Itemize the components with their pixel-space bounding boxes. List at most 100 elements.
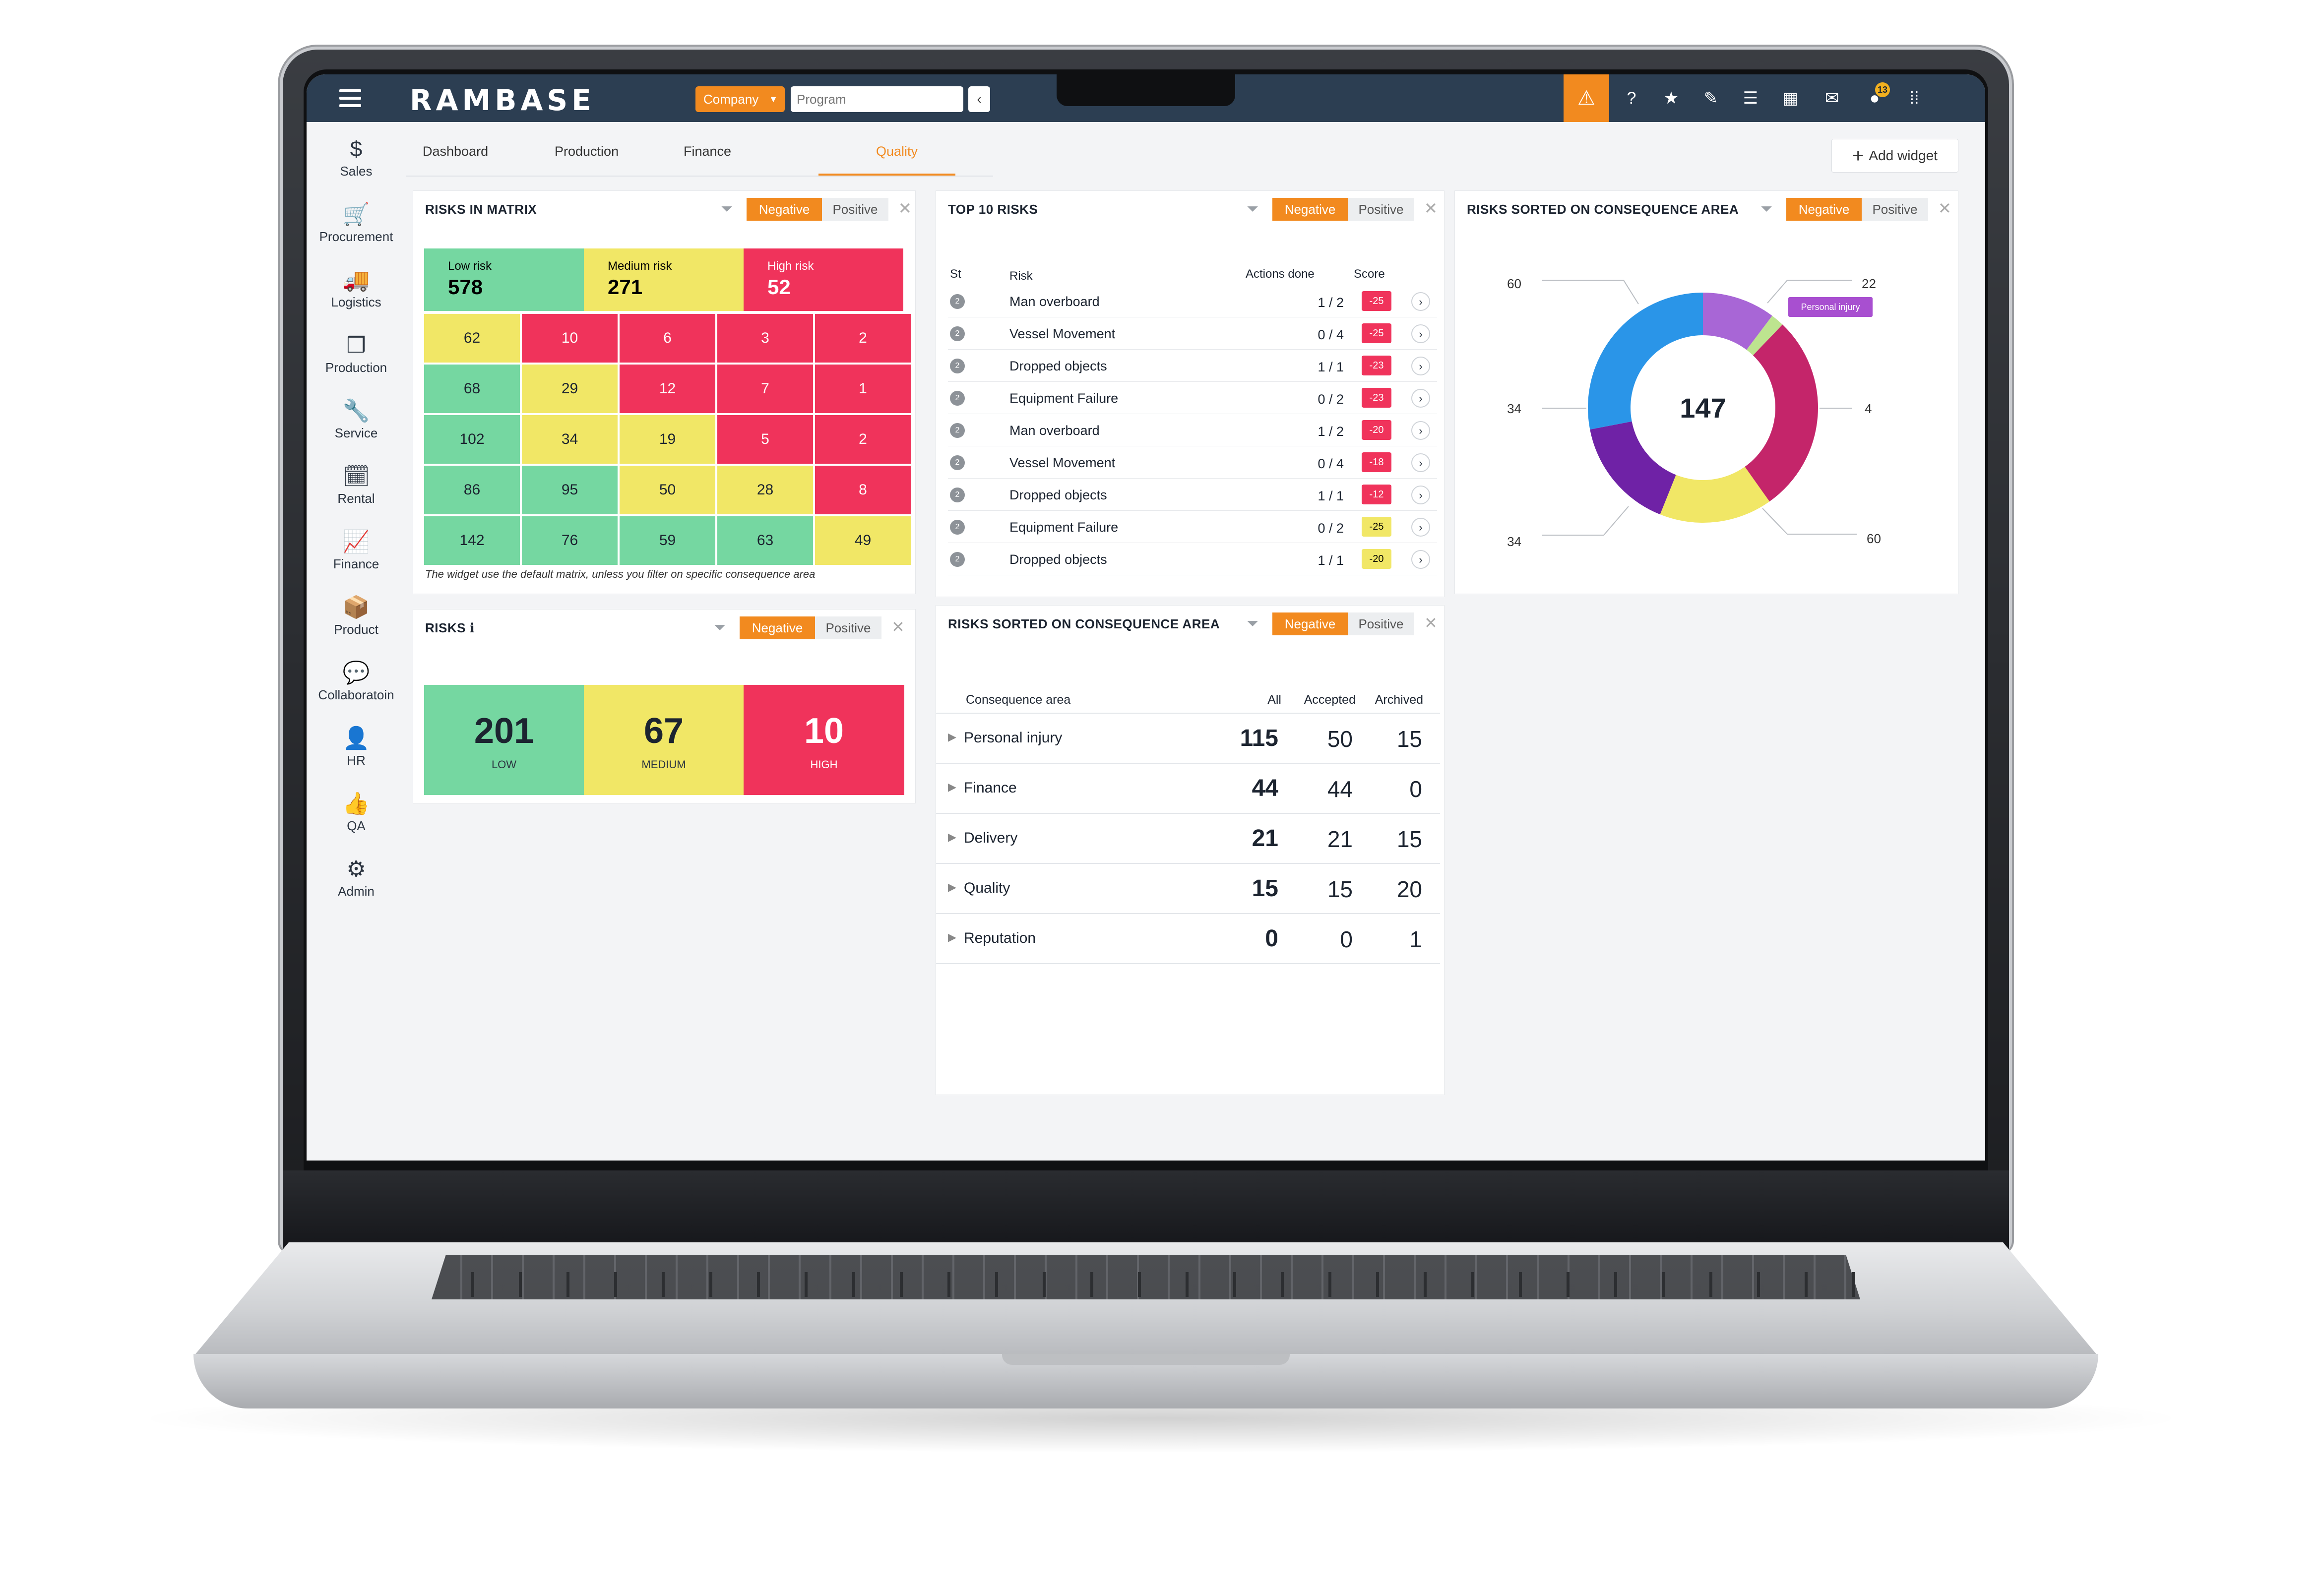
- table-row[interactable]: 2 Equipment Failure 0 / 2 -25 ›: [948, 511, 1437, 543]
- tab-dashboard[interactable]: Dashboard: [423, 144, 489, 159]
- matrix-cell[interactable]: 2: [815, 314, 911, 363]
- matrix-cell[interactable]: 142: [424, 516, 520, 565]
- donut-slice[interactable]: [1588, 293, 1703, 430]
- donut-slice[interactable]: [1746, 315, 1783, 356]
- program-input[interactable]: [791, 86, 963, 112]
- sidebar-item-qa[interactable]: 👍 QA: [307, 792, 406, 834]
- positive-toggle[interactable]: Positive: [1348, 198, 1414, 221]
- sidebar-item-logistics[interactable]: 🚚 Logistics: [307, 268, 406, 310]
- matrix-cell[interactable]: 2: [815, 415, 911, 464]
- chevron-right-icon[interactable]: ›: [1411, 518, 1430, 537]
- matrix-cell[interactable]: 10: [522, 314, 618, 363]
- chevron-right-icon[interactable]: ›: [1411, 486, 1430, 504]
- matrix-cell[interactable]: 29: [522, 365, 618, 413]
- table-row[interactable]: 2 Equipment Failure 0 / 2 -23 ›: [948, 382, 1437, 414]
- collapse-button[interactable]: ‹: [968, 86, 990, 112]
- close-icon[interactable]: ✕: [1424, 199, 1438, 217]
- filter-icon[interactable]: ⏷: [1247, 201, 1258, 217]
- table-row[interactable]: 2 Man overboard 1 / 2 -20 ›: [948, 414, 1437, 446]
- filter-icon[interactable]: ⏷: [1760, 201, 1772, 217]
- star-icon[interactable]: ★: [1663, 89, 1679, 108]
- table-row[interactable]: ▶ Personal injury 115 50 15: [936, 713, 1440, 763]
- calendar-icon[interactable]: ▦: [1782, 89, 1799, 108]
- list-icon[interactable]: ☰: [1743, 89, 1759, 108]
- donut-slice[interactable]: [1745, 324, 1818, 502]
- chevron-right-icon[interactable]: ›: [1411, 357, 1430, 375]
- tab-quality[interactable]: Quality: [876, 144, 918, 159]
- apps-grid-icon[interactable]: ⁞⁞: [1909, 89, 1919, 108]
- matrix-cell[interactable]: 49: [815, 516, 911, 565]
- table-row[interactable]: 2 Man overboard 1 / 2 -25 ›: [948, 285, 1437, 317]
- sidebar-item-hr[interactable]: 👤 HR: [307, 726, 406, 768]
- sidebar-item-service[interactable]: 🔧 Service: [307, 399, 406, 441]
- negative-toggle[interactable]: Negative: [1272, 198, 1348, 221]
- positive-toggle[interactable]: Positive: [1862, 198, 1928, 221]
- chevron-right-icon[interactable]: ›: [1411, 389, 1430, 408]
- mail-icon[interactable]: ✉: [1824, 89, 1839, 108]
- expand-arrow-icon[interactable]: ▶: [948, 881, 956, 893]
- matrix-cell[interactable]: 3: [717, 314, 813, 363]
- matrix-cell[interactable]: 102: [424, 415, 520, 464]
- sidebar-item-finance[interactable]: 📈 Finance: [307, 530, 406, 572]
- consequence-donut-chart[interactable]: 22 4 60 34 34 60 147: [1455, 191, 1958, 594]
- chevron-right-icon[interactable]: ›: [1411, 550, 1430, 569]
- sidebar-item-product[interactable]: 📦 Product: [307, 595, 406, 637]
- matrix-cell[interactable]: 12: [620, 365, 715, 413]
- risk-summary-low[interactable]: 201 LOW: [424, 685, 584, 795]
- filter-icon[interactable]: ⏷: [1247, 615, 1258, 632]
- tab-finance[interactable]: Finance: [684, 144, 732, 159]
- matrix-cell[interactable]: 8: [815, 466, 911, 514]
- matrix-cell[interactable]: 6: [620, 314, 715, 363]
- donut-slice[interactable]: [1703, 293, 1772, 350]
- matrix-cell[interactable]: 7: [717, 365, 813, 413]
- matrix-cell[interactable]: 62: [424, 314, 520, 363]
- info-icon[interactable]: ℹ: [469, 620, 475, 635]
- chevron-right-icon[interactable]: ›: [1411, 324, 1430, 343]
- close-icon[interactable]: ✕: [1424, 614, 1438, 632]
- user-icon[interactable]: ●: [1869, 89, 1880, 108]
- table-row[interactable]: ▶ Finance 44 44 0: [936, 763, 1440, 813]
- close-icon[interactable]: ✕: [1938, 199, 1951, 217]
- tab-production[interactable]: Production: [555, 144, 619, 159]
- matrix-cell[interactable]: 68: [424, 365, 520, 413]
- table-row[interactable]: 2 Dropped objects 1 / 1 -20 ›: [948, 543, 1437, 575]
- expand-arrow-icon[interactable]: ▶: [948, 781, 956, 793]
- filter-icon[interactable]: ⏷: [721, 201, 733, 217]
- sidebar-item-sales[interactable]: $ Sales: [307, 137, 406, 179]
- matrix-cell[interactable]: 28: [717, 466, 813, 514]
- table-row[interactable]: 2 Vessel Movement 0 / 4 -18 ›: [948, 446, 1437, 479]
- help-icon[interactable]: ?: [1627, 89, 1636, 108]
- negative-toggle[interactable]: Negative: [747, 198, 822, 221]
- negative-toggle[interactable]: Negative: [1786, 198, 1862, 221]
- matrix-cell[interactable]: 5: [717, 415, 813, 464]
- table-row[interactable]: 2 Dropped objects 1 / 1 -12 ›: [948, 479, 1437, 511]
- positive-toggle[interactable]: Positive: [1348, 612, 1414, 635]
- risk-summary-medium[interactable]: 67 MEDIUM: [584, 685, 744, 795]
- donut-slice[interactable]: [1590, 421, 1676, 515]
- positive-toggle[interactable]: Positive: [815, 616, 881, 639]
- chevron-right-icon[interactable]: ›: [1411, 292, 1430, 311]
- matrix-cell[interactable]: 95: [522, 466, 618, 514]
- sidebar-item-rental[interactable]: 🗓 Rental: [307, 464, 406, 506]
- sidebar-item-production[interactable]: ❒ Production: [307, 333, 406, 375]
- matrix-cell[interactable]: 76: [522, 516, 618, 565]
- table-row[interactable]: ▶ Delivery 21 21 15: [936, 813, 1440, 863]
- matrix-cell[interactable]: 86: [424, 466, 520, 514]
- table-row[interactable]: 2 Dropped objects 1 / 1 -23 ›: [948, 350, 1437, 382]
- matrix-cell[interactable]: 59: [620, 516, 715, 565]
- add-widget-button[interactable]: + Add widget: [1831, 139, 1958, 173]
- matrix-cell[interactable]: 63: [717, 516, 813, 565]
- table-row[interactable]: ▶ Quality 15 15 20: [936, 863, 1440, 914]
- company-select[interactable]: Company ▼: [695, 86, 785, 112]
- warning-icon[interactable]: ⚠: [1564, 74, 1609, 122]
- expand-arrow-icon[interactable]: ▶: [948, 731, 956, 743]
- donut-slice[interactable]: [1660, 467, 1770, 523]
- close-icon[interactable]: ✕: [898, 199, 912, 217]
- sidebar-item-procurement[interactable]: 🛒 Procurement: [307, 202, 406, 245]
- chevron-right-icon[interactable]: ›: [1411, 421, 1430, 440]
- sidebar-item-admin[interactable]: ⚙ Admin: [307, 857, 406, 899]
- expand-arrow-icon[interactable]: ▶: [948, 831, 956, 843]
- expand-arrow-icon[interactable]: ▶: [948, 931, 956, 943]
- chevron-right-icon[interactable]: ›: [1411, 453, 1430, 472]
- negative-toggle[interactable]: Negative: [740, 616, 815, 639]
